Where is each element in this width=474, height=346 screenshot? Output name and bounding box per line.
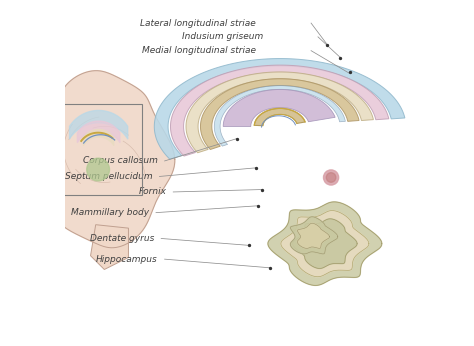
Bar [58,104,142,195]
Polygon shape [186,72,374,153]
Polygon shape [91,225,128,270]
Polygon shape [171,65,389,156]
Text: Hippocampus: Hippocampus [96,255,158,264]
Polygon shape [214,86,346,146]
Polygon shape [297,223,329,248]
Polygon shape [38,71,175,248]
Polygon shape [254,108,305,126]
Circle shape [87,158,109,181]
Text: Medial longitudinal striae: Medial longitudinal striae [142,46,256,55]
Polygon shape [201,79,359,149]
Text: Septum pellucidum: Septum pellucidum [65,172,153,181]
Text: Lateral longitudinal striae: Lateral longitudinal striae [140,19,256,28]
Polygon shape [291,217,338,254]
Text: Mammillary body: Mammillary body [71,208,149,217]
Polygon shape [155,58,405,159]
Text: Fornix: Fornix [138,188,166,197]
Text: Corpus callosum: Corpus callosum [83,156,158,165]
Polygon shape [292,219,357,268]
Circle shape [323,170,338,185]
Text: Indusium griseum: Indusium griseum [182,33,263,42]
Text: Dentate gyrus: Dentate gyrus [90,234,155,243]
Polygon shape [223,90,335,127]
Polygon shape [268,202,382,285]
Polygon shape [281,211,369,277]
Circle shape [326,173,336,182]
